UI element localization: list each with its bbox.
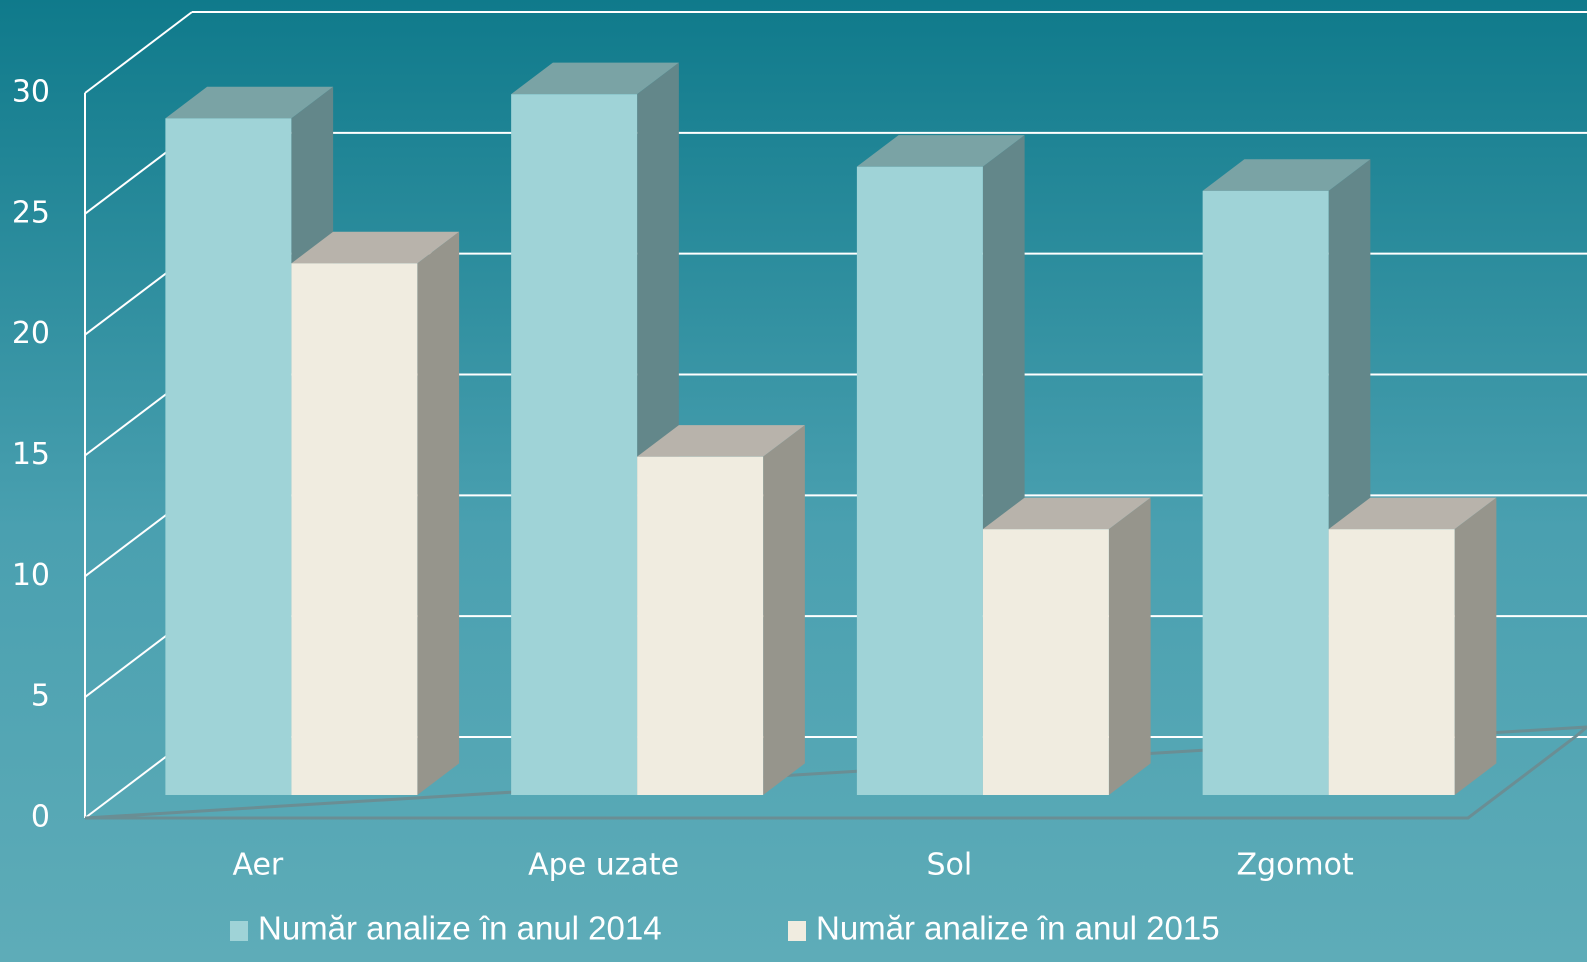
bar: [511, 94, 637, 795]
y-tick-label: 0: [31, 800, 50, 835]
y-tick-label: 5: [31, 679, 50, 714]
y-tick-label: 10: [12, 558, 50, 593]
bar: [637, 457, 763, 795]
x-tick-label: Zgomot: [1236, 848, 1354, 883]
x-tick-label: Aer: [232, 848, 283, 883]
x-tick-label: Sol: [927, 848, 973, 883]
bar: [983, 529, 1109, 795]
bar-side: [1455, 498, 1497, 795]
y-tick-label: 15: [12, 437, 50, 472]
bar: [291, 263, 417, 795]
bar-side: [417, 232, 459, 795]
y-tick-label: 30: [12, 75, 50, 110]
bar: [165, 118, 291, 795]
x-tick-label: Ape uzate: [528, 848, 679, 883]
legend-swatch: [788, 921, 806, 941]
bar: [1203, 191, 1329, 795]
y-tick-label: 25: [12, 195, 50, 230]
chart: 0 5 10 15 20 25 30 Aer Ape uzate Sol Zgomot Număr a…: [0, 0, 1587, 962]
bar: [1329, 529, 1455, 795]
bar-side: [1109, 498, 1151, 795]
legend-label: Număr analize în anul 2014: [258, 910, 662, 947]
bar: [857, 167, 983, 795]
legend-label: Număr analize în anul 2015: [816, 910, 1220, 947]
legend-swatch: [230, 921, 248, 941]
y-tick-label: 20: [12, 316, 50, 351]
bar-side: [763, 425, 805, 795]
